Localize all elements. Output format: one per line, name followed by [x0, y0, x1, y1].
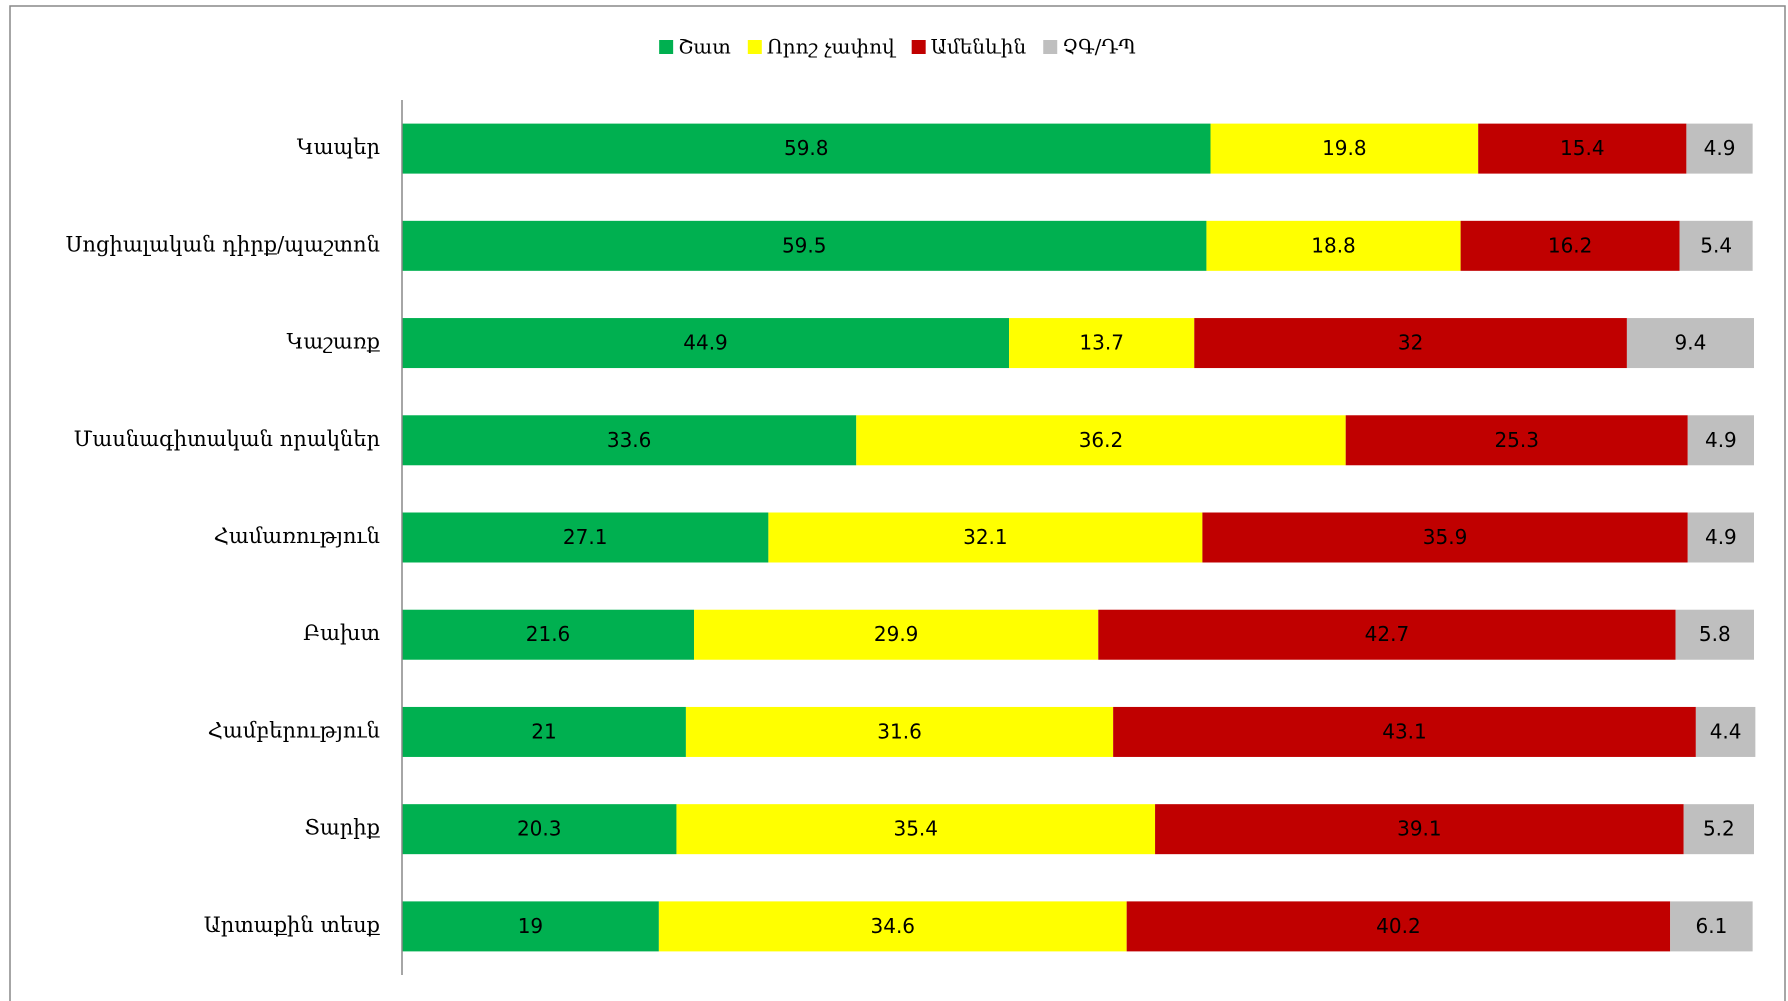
- bar-segment: [1687, 415, 1754, 466]
- bar-segment: [402, 901, 659, 952]
- bar-segment: [1126, 901, 1671, 952]
- data-label: 42.7: [1365, 622, 1410, 646]
- bar-segment: [1626, 318, 1754, 369]
- data-label: 29.9: [874, 622, 919, 646]
- bar-segment: [1683, 804, 1754, 855]
- data-label: 20.3: [517, 817, 562, 841]
- data-label: 44.9: [683, 331, 728, 355]
- data-label: 19.8: [1322, 136, 1367, 160]
- bar-segment: [1210, 123, 1479, 174]
- data-label: 13.7: [1079, 331, 1124, 355]
- y-tick-label: Արտաքին տեսք: [204, 913, 381, 937]
- bar-segment: [402, 415, 857, 466]
- data-label: 31.6: [877, 719, 922, 743]
- data-label: 25.3: [1494, 428, 1539, 452]
- y-tick-label: Մասնագիտական որակներ: [74, 427, 380, 451]
- legend-label: ՉԳ/ԴՊ: [1062, 35, 1136, 59]
- data-label: 36.2: [1079, 428, 1124, 452]
- legend-label: Որոշ չափով: [767, 35, 897, 59]
- bar-segment: [1155, 804, 1684, 855]
- bar-segment: [402, 609, 695, 660]
- data-label: 19: [518, 914, 543, 938]
- data-label: 32: [1398, 331, 1423, 355]
- data-label: 4.9: [1705, 525, 1737, 549]
- bar-segment: [1679, 220, 1753, 271]
- y-tick-label: Կապեր: [297, 135, 380, 159]
- data-label: 59.8: [784, 136, 829, 160]
- data-label: 15.4: [1560, 136, 1605, 160]
- bar-segment: [1206, 220, 1461, 271]
- bar-segment: [1670, 901, 1753, 952]
- data-label: 5.4: [1700, 233, 1732, 257]
- data-label: 32.1: [963, 525, 1008, 549]
- data-label: 39.1: [1397, 817, 1442, 841]
- legend-swatch: [911, 40, 926, 54]
- bar-segment: [402, 804, 677, 855]
- bar-segment: [1687, 512, 1754, 563]
- bar-segment: [402, 706, 686, 757]
- data-label: 21: [531, 719, 556, 743]
- data-label: 4.9: [1704, 136, 1736, 160]
- data-label: 4.9: [1705, 428, 1737, 452]
- bar-segment: [694, 609, 1099, 660]
- bar-segment: [1695, 706, 1756, 757]
- data-label: 9.4: [1675, 331, 1707, 355]
- bar-segment: [402, 220, 1207, 271]
- bar-segment: [856, 415, 1346, 466]
- data-label: 5.8: [1699, 622, 1731, 646]
- y-tick-label: Համառություն: [214, 524, 380, 548]
- data-label: 40.2: [1376, 914, 1421, 938]
- data-label: 27.1: [563, 525, 608, 549]
- data-label: 5.2: [1703, 817, 1735, 841]
- bar-segment: [768, 512, 1203, 563]
- bar-segment: [676, 804, 1156, 855]
- data-label: 35.9: [1423, 525, 1468, 549]
- bar-segment: [1113, 706, 1696, 757]
- data-label: 16.2: [1548, 233, 1593, 257]
- y-tick-label: Տարիք: [305, 816, 381, 840]
- legend-label: Շատ: [678, 35, 731, 59]
- y-tick-label: Կաշառք: [286, 330, 380, 354]
- bar-segment: [402, 123, 1211, 174]
- bar-segment: [1686, 123, 1753, 174]
- data-label: 34.6: [871, 914, 916, 938]
- bar-segment: [658, 901, 1127, 952]
- legend-swatch: [659, 40, 674, 54]
- bar-segment: [1194, 318, 1627, 369]
- data-label: 6.1: [1696, 914, 1728, 938]
- y-tick-label: Սոցիալական դիրք/պաշտոն: [66, 232, 380, 256]
- legend-swatch: [1043, 40, 1058, 54]
- data-label: 33.6: [607, 428, 652, 452]
- data-label: 21.6: [526, 622, 571, 646]
- bar-segment: [402, 318, 1010, 369]
- data-label: 43.1: [1382, 719, 1427, 743]
- bar-segment: [1345, 415, 1688, 466]
- y-tick-label: Համբերություն: [208, 718, 380, 742]
- bar-segment: [1098, 609, 1676, 660]
- data-label: 59.5: [782, 233, 827, 257]
- legend-label: Ամենևին: [931, 35, 1027, 59]
- bar-segment: [685, 706, 1114, 757]
- bar-segment: [1675, 609, 1754, 660]
- bar-segment: [1460, 220, 1680, 271]
- bar-segment: [1009, 318, 1195, 369]
- bar-segment: [1478, 123, 1687, 174]
- chart-frame: [9, 5, 1786, 1001]
- data-label: 4.4: [1710, 719, 1742, 743]
- y-tick-label: Բախտ: [303, 621, 380, 645]
- data-label: 18.8: [1311, 233, 1356, 257]
- legend-swatch: [747, 40, 762, 54]
- bar-segment: [402, 512, 769, 563]
- bar-segment: [1202, 512, 1688, 563]
- data-label: 35.4: [893, 817, 938, 841]
